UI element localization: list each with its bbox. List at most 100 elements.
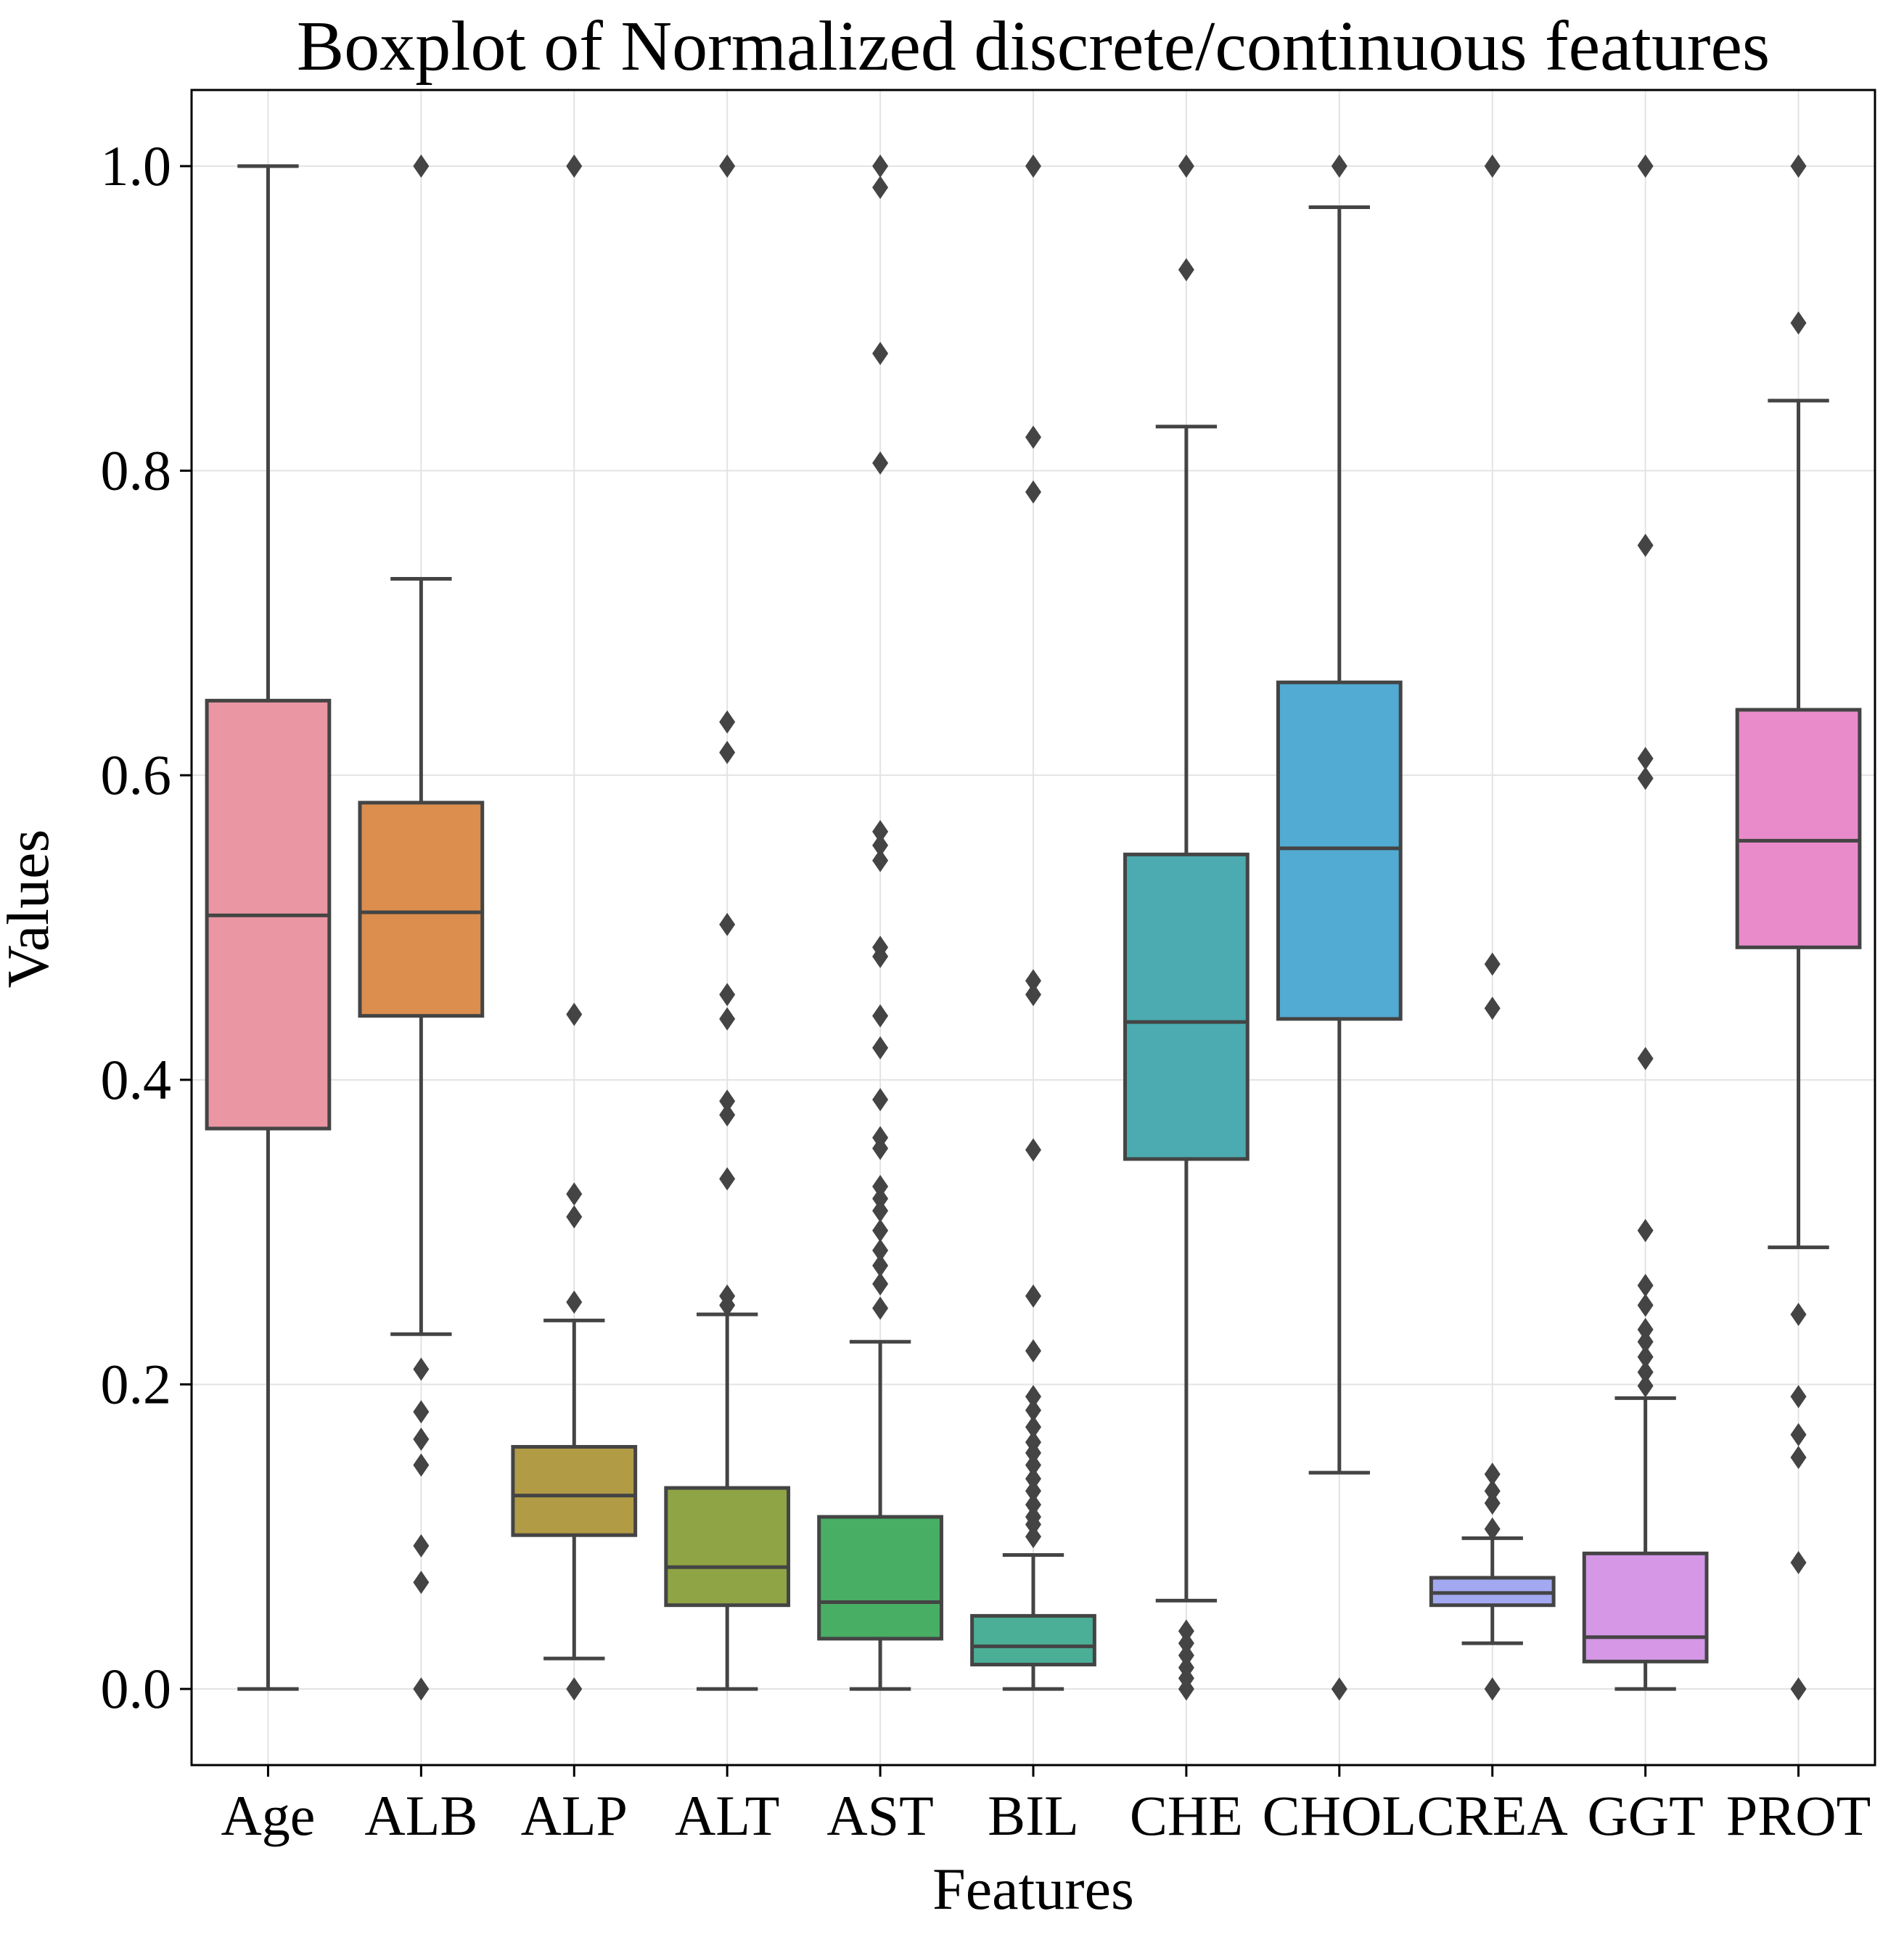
outlier-point <box>1025 1453 1041 1477</box>
outlier-point <box>719 912 736 936</box>
outlier-point <box>413 1400 430 1424</box>
outlier-point <box>1484 154 1501 178</box>
outlier-point <box>1025 1441 1041 1465</box>
outlier-point <box>566 1290 583 1314</box>
outlier-point <box>719 154 736 178</box>
outlier-point <box>1637 766 1654 790</box>
outlier-point <box>1484 1517 1501 1541</box>
iqr-box <box>358 801 485 1018</box>
outlier-point <box>413 1357 430 1381</box>
box-ggt <box>1582 154 1709 1691</box>
outlier-point <box>1637 1219 1654 1243</box>
x-tick-label: CHE <box>1130 1784 1243 1847</box>
outlier-point <box>1637 1317 1654 1341</box>
outlier-point <box>566 154 583 178</box>
iqr-box <box>1123 852 1250 1161</box>
y-tick-label: 0.8 <box>101 439 172 502</box>
outlier-point <box>1790 1550 1807 1574</box>
outlier-point <box>1331 1677 1347 1701</box>
outlier-point <box>1025 983 1041 1007</box>
outlier-point <box>1025 1385 1041 1409</box>
box-chol <box>1276 154 1403 1701</box>
outlier-point <box>566 1205 583 1229</box>
x-tick-label: AST <box>826 1784 933 1847</box>
outlier-point <box>1637 1374 1654 1398</box>
outlier-point <box>1637 1345 1654 1369</box>
y-tick-label: 0.2 <box>101 1352 172 1415</box>
iqr-box <box>1582 1551 1709 1663</box>
outlier-point <box>1025 1479 1041 1503</box>
x-tick-label: Age <box>221 1784 315 1847</box>
outlier-point <box>872 944 889 968</box>
box-ast <box>817 154 943 1691</box>
outlier-point <box>1025 154 1041 178</box>
outlier-point <box>1790 311 1807 335</box>
x-tick-label: ALT <box>675 1784 779 1847</box>
x-tick-label: CREA <box>1417 1784 1568 1847</box>
outlier-point <box>872 1296 889 1320</box>
x-tick-label: BIL <box>988 1784 1079 1847</box>
x-tick-label: GGT <box>1587 1784 1703 1847</box>
x-tick-label: ALB <box>364 1784 477 1847</box>
box-age <box>205 164 332 1691</box>
outlier-point <box>872 1004 889 1028</box>
outlier-point <box>566 1002 583 1026</box>
outlier-point <box>719 1293 736 1317</box>
outlier-point <box>719 1007 736 1031</box>
outlier-point <box>872 1088 889 1112</box>
outlier-point <box>1790 154 1807 178</box>
outlier-point <box>719 740 736 764</box>
outlier-point <box>872 176 889 200</box>
outlier-point <box>872 848 889 872</box>
outlier-point <box>1637 747 1654 771</box>
outlier-point <box>872 1219 889 1243</box>
outlier-point <box>1484 996 1501 1020</box>
outlier-point <box>1025 1339 1041 1363</box>
outlier-point <box>872 1187 889 1211</box>
outlier-point <box>1790 1302 1807 1326</box>
outlier-point <box>872 1174 889 1198</box>
x-axis-label: Features <box>932 1856 1134 1922</box>
outlier-point <box>872 1137 889 1161</box>
x-tick-label: PROT <box>1726 1784 1871 1847</box>
outlier-point <box>1025 1513 1041 1536</box>
x-tick-label: ALP <box>521 1784 628 1847</box>
y-tick-label: 0.0 <box>101 1657 172 1720</box>
outlier-point <box>1178 1619 1194 1643</box>
outlier-point <box>1331 154 1347 178</box>
outlier-point <box>872 1253 889 1277</box>
iqr-box <box>817 1515 943 1641</box>
outlier-point <box>872 819 889 843</box>
outlier-point <box>1484 1462 1501 1486</box>
outlier-point <box>1637 1330 1654 1354</box>
x-tick-label: CHOL <box>1263 1784 1416 1847</box>
outlier-point <box>1025 1138 1041 1162</box>
outlier-point <box>1637 1293 1654 1317</box>
outlier-point <box>413 1677 430 1701</box>
outlier-point <box>1025 425 1041 449</box>
outlier-point <box>719 1089 736 1113</box>
outlier-point <box>1025 1467 1041 1491</box>
outlier-point <box>872 833 889 857</box>
y-axis-label: Values <box>0 830 61 989</box>
box-prot <box>1735 154 1862 1701</box>
outlier-point <box>1178 1643 1194 1667</box>
outlier-point <box>566 1677 583 1701</box>
outlier-point <box>1025 480 1041 504</box>
iqr-box <box>511 1444 638 1537</box>
outlier-point <box>1178 258 1194 282</box>
outlier-point <box>1637 1274 1654 1298</box>
outlier-point <box>1025 969 1041 993</box>
y-tick-label: 1.0 <box>101 134 172 197</box>
outlier-point <box>1637 1047 1654 1071</box>
box-bil <box>970 154 1096 1691</box>
outlier-point <box>1178 1632 1194 1655</box>
outlier-point <box>1484 1677 1501 1701</box>
outlier-point <box>719 1103 736 1127</box>
iqr-box <box>1276 680 1403 1021</box>
outlier-point <box>1790 1446 1807 1470</box>
box-plots <box>205 154 1862 1701</box>
outlier-point <box>1178 154 1194 178</box>
outlier-point <box>872 451 889 475</box>
outlier-point <box>1637 533 1654 557</box>
